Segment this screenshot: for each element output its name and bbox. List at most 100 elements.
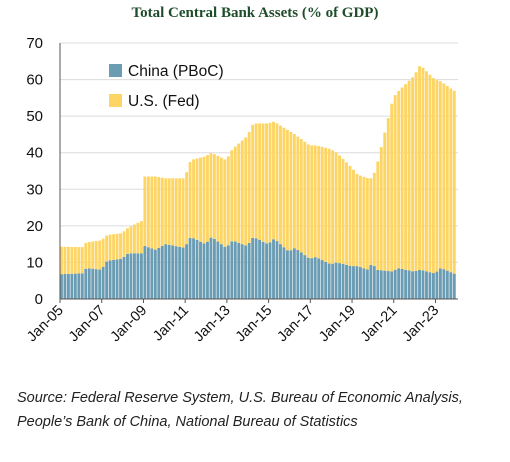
us-bar — [244, 137, 248, 246]
china-bar — [143, 245, 147, 299]
us-bar — [139, 221, 143, 254]
china-bar — [445, 270, 449, 299]
china-bar — [379, 270, 383, 299]
us-bar — [230, 150, 234, 242]
us-bar — [414, 72, 418, 271]
x-tick-label: Jan-13 — [191, 303, 234, 346]
us-bar — [279, 125, 282, 245]
china-bar — [188, 238, 192, 299]
y-tick-label: 10 — [26, 254, 43, 271]
us-bar — [188, 162, 192, 239]
us-bar — [404, 84, 408, 270]
us-bar — [369, 178, 373, 265]
us-bar — [379, 147, 383, 271]
us-bar — [362, 176, 366, 269]
china-bar — [101, 266, 105, 299]
china-bar — [87, 268, 91, 299]
chart: 0 10 20 30 40 50 60 70 Jan-05 Jan-07 Jan-09 Jan-11… — [24, 35, 458, 345]
x-tick-labels: Jan-05 Jan-07 Jan-09 Jan-11 Jan-13 Jan-15 Jan-… — [24, 299, 442, 345]
us-bar — [285, 129, 289, 251]
us-bar — [167, 178, 171, 245]
china-bar — [418, 269, 421, 299]
us-bar — [254, 123, 258, 239]
y-tick-label: 40 — [26, 145, 43, 162]
us-bar — [261, 123, 265, 242]
us-bar — [192, 159, 195, 239]
china-bar — [115, 259, 119, 299]
china-bar — [376, 269, 380, 299]
china-bar — [400, 268, 404, 299]
china-bar — [84, 268, 88, 299]
us-bar — [209, 153, 213, 238]
china-bar — [275, 241, 279, 299]
china-bar — [126, 253, 129, 299]
china-bar — [341, 263, 345, 299]
china-bar — [265, 243, 268, 299]
china-bar — [442, 269, 446, 299]
china-bar — [160, 245, 164, 299]
china-bar — [428, 272, 432, 299]
us-bar — [425, 71, 428, 272]
us-bar — [105, 235, 109, 262]
china-bar — [66, 273, 70, 299]
china-bar — [157, 247, 161, 299]
us-bar — [383, 132, 387, 271]
china-bar — [167, 244, 171, 299]
us-bar — [268, 122, 272, 243]
china-bar — [60, 274, 63, 299]
legend-label: China (PBoC) — [128, 63, 224, 80]
us-bar — [299, 139, 303, 253]
us-bar — [324, 147, 328, 262]
china-bar — [327, 263, 331, 299]
china-bar — [306, 257, 310, 299]
china-bar — [268, 242, 272, 299]
us-bar — [428, 74, 432, 273]
us-bar — [265, 123, 268, 244]
us-bar — [358, 175, 362, 268]
axes — [59, 43, 458, 300]
x-tick-label: Jan-11 — [150, 303, 192, 345]
china-bar — [185, 244, 189, 299]
china-bar — [251, 237, 255, 299]
us-bar — [174, 178, 178, 247]
us-bar — [258, 123, 262, 240]
china-bar — [216, 241, 220, 299]
china-bar — [438, 268, 442, 299]
us-bar — [400, 87, 404, 269]
china-bar — [449, 272, 453, 299]
us-bar — [60, 246, 63, 275]
us-bar — [181, 178, 185, 248]
us-bar — [108, 234, 112, 261]
us-bar — [126, 228, 129, 254]
china-bar — [178, 246, 182, 299]
legend-swatch — [109, 94, 122, 107]
us-bar — [327, 148, 331, 264]
china-bar — [345, 264, 348, 299]
china-bar — [313, 257, 317, 299]
us-bar — [445, 85, 449, 271]
x-tick-label: Jan-15 — [233, 303, 276, 346]
y-tick-label: 50 — [26, 108, 43, 125]
china-bar — [119, 258, 122, 299]
us-bar — [275, 123, 279, 242]
us-bar — [63, 246, 67, 275]
us-bar — [289, 131, 293, 251]
us-bar — [442, 83, 446, 270]
us-bar — [352, 169, 355, 267]
us-bar — [386, 118, 390, 272]
china-bar — [362, 268, 366, 299]
china-bar — [320, 260, 324, 299]
china-bar — [324, 261, 328, 299]
china-bar — [258, 239, 262, 299]
us-bar — [251, 124, 255, 238]
us-bar — [73, 246, 77, 274]
us-bar — [282, 127, 286, 248]
china-bar — [331, 263, 335, 299]
china-bar — [355, 266, 359, 299]
china-bar — [348, 265, 352, 299]
china-bar — [289, 250, 293, 299]
us-bar — [143, 176, 147, 246]
bar-series — [60, 66, 456, 299]
china-bar — [136, 253, 140, 299]
china-bar — [174, 246, 178, 299]
